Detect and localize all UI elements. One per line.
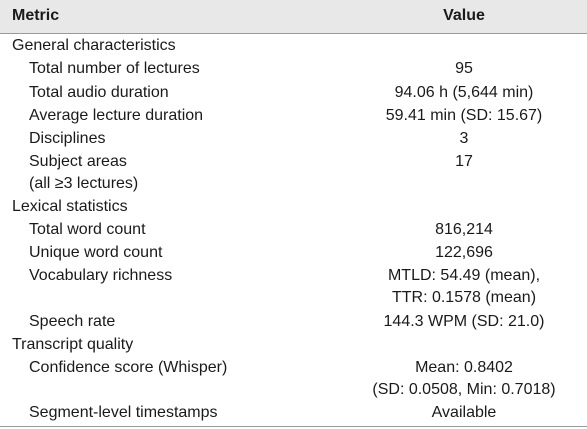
section-title: General characteristics <box>12 37 176 54</box>
value-column-header: Value <box>443 7 485 24</box>
metric-label: Subject areas <box>29 153 127 170</box>
metric-label: Segment-level timestamps <box>29 404 218 421</box>
metric-label: (all ≥3 lectures) <box>29 175 139 192</box>
metric-value: TTR: 0.1578 (mean) <box>391 289 537 306</box>
metric-value: Available <box>431 404 497 421</box>
metric-value: 94.06 h (5,644 min) <box>394 84 534 101</box>
table-bottom-rule <box>0 426 587 427</box>
metric-label: Speech rate <box>29 313 116 330</box>
metric-value: 17 <box>455 153 473 170</box>
table-header: Metric Value <box>0 0 587 34</box>
metric-value: 144.3 WPM (SD: 21.0) <box>383 313 545 330</box>
metric-label: Average lecture duration <box>29 107 204 124</box>
metric-value: 3 <box>459 130 469 147</box>
metric-label: Total word count <box>29 221 146 238</box>
metric-value: 59.41 min (SD: 15.67) <box>385 107 543 124</box>
metric-label: Unique word count <box>29 244 163 261</box>
metric-label: Total audio duration <box>29 84 169 101</box>
metric-label: Vocabulary richness <box>29 267 173 284</box>
metric-value: MTLD: 54.49 (mean), <box>387 267 541 284</box>
metric-value: Mean: 0.8402 <box>415 359 513 376</box>
metric-column-header: Metric <box>12 7 60 24</box>
metric-label: Confidence score (Whisper) <box>29 359 228 376</box>
metric-value: 816,214 <box>435 221 493 238</box>
metric-label: Disciplines <box>29 130 106 147</box>
metric-value: 95 <box>455 60 473 77</box>
section-title: Transcript quality <box>12 336 134 353</box>
section-title: Lexical statistics <box>12 198 128 215</box>
metric-value: (SD: 0.0508, Min: 0.7018) <box>372 381 556 398</box>
metric-label: Total number of lectures <box>29 60 200 77</box>
metric-value: 122,696 <box>435 244 493 261</box>
